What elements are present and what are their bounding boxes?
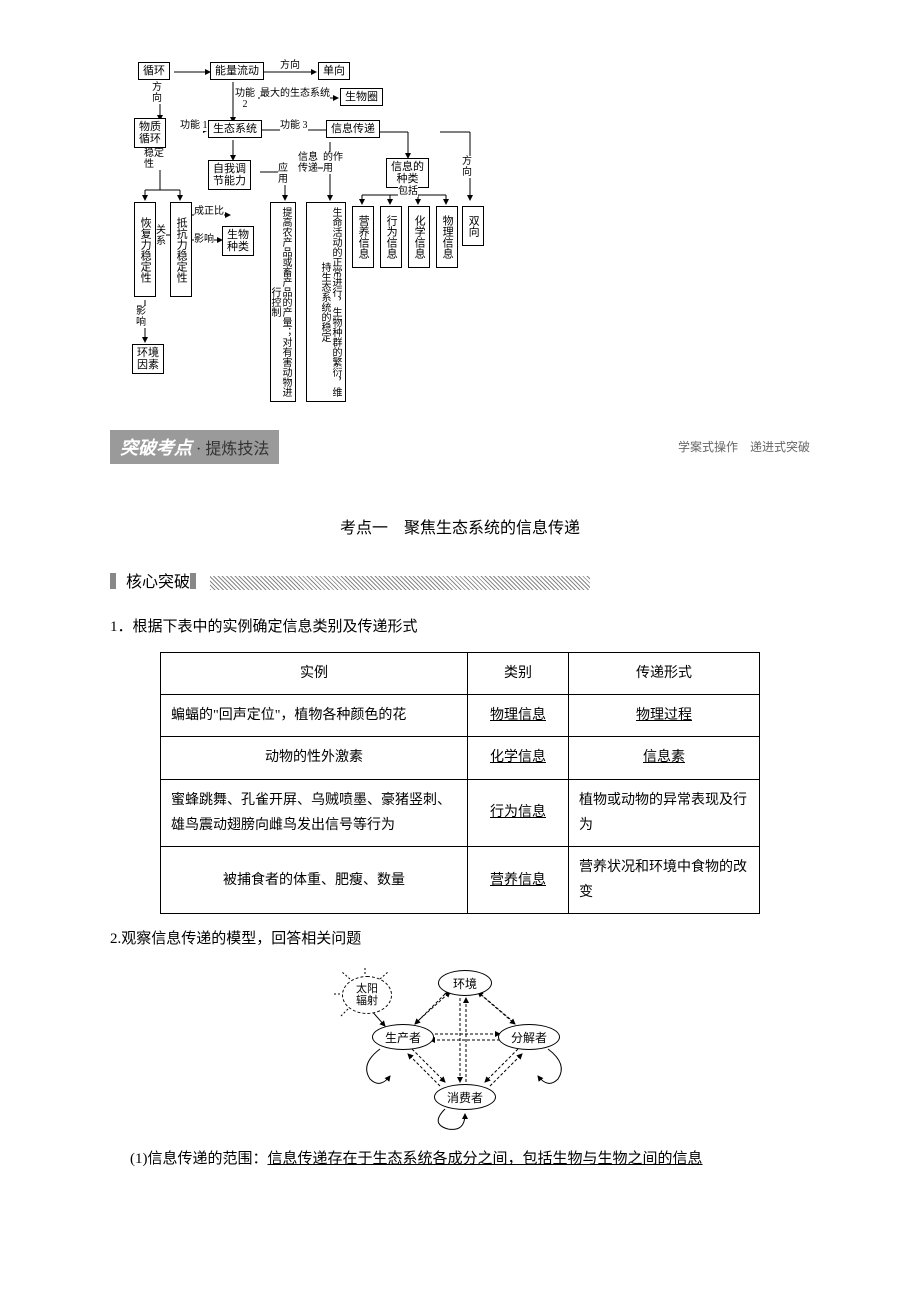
cell-example: 被捕食者的体重、肥瘦、数量	[161, 846, 468, 913]
table-row: 被捕食者的体重、肥瘦、数量 营养信息 营养状况和环境中食物的改变	[161, 846, 760, 913]
box-ziwo-tiaojie: 自我调 节能力	[208, 160, 251, 190]
lbl-guanxi: 关 系	[156, 225, 166, 247]
banner-light: 提炼技法	[205, 441, 269, 458]
question-1: (1)信息传递的范围：信息传递存在于生态系统各成分之间，包括生物与生物之间的信息	[110, 1144, 810, 1174]
cell-category: 行为信息	[490, 805, 546, 820]
cell-example: 蝙蝠的"回声定位"，植物各种颜色的花	[161, 695, 468, 737]
lbl-xinxi-chuandi-v: 信息 传递	[298, 152, 318, 174]
lbl-yingyong: 应 用	[278, 163, 288, 185]
box-xinxi-chuandi: 信息传递	[326, 120, 380, 138]
box-shengwuquan: 生物圈	[340, 88, 383, 106]
box-shengming: 生命活动的正常进行，生物种群的繁衍，维持生态系统的稳定	[306, 202, 346, 402]
item2-text: 2.观察信息传递的模型，回答相关问题	[110, 924, 810, 954]
lbl-gongneng2: 功能 2	[235, 88, 255, 110]
lbl-chengzhengbi: 成正比	[194, 206, 224, 217]
cell-example: 蜜蜂跳舞、孔雀开屏、乌贼喷墨、豪猪竖刺、雄鸟震动翅膀向雌鸟发出信号等行为	[161, 779, 468, 846]
box-xunhuan: 循环	[138, 62, 170, 80]
cell-form: 物理过程	[636, 708, 692, 723]
model-diagram: 太阳 辐射 环境 生产者 分解者 消费者	[330, 964, 590, 1134]
table-row: 蝙蝠的"回声定位"，植物各种颜色的花 物理信息 物理过程	[161, 695, 760, 737]
lbl-yingxiang2: 影 响	[136, 306, 146, 328]
box-yingyang-xinxi: 营养信息	[352, 206, 374, 268]
box-danxiang: 单向	[318, 62, 350, 80]
lbl-wendingxing: 稳定 性	[144, 148, 164, 170]
lbl-fangxiang2: 方 向	[152, 82, 162, 104]
concept-map-diagram: 循环 能量流动 单向 方向 生物圈 最大的生态系统 物质 循环 功能 1 生态系…	[130, 60, 530, 420]
table-header-row: 实例 类别 传递形式	[161, 653, 760, 695]
cell-category: 营养信息	[490, 873, 546, 888]
cell-category: 物理信息	[490, 708, 546, 723]
box-huaxue-xinxi: 化学信息	[408, 206, 430, 268]
q1-prefix: (1)信息传递的范围：	[130, 1151, 268, 1167]
cell-form: 信息素	[643, 750, 685, 765]
cell-form: 植物或动物的异常表现及行为	[569, 779, 760, 846]
lbl-gongneng1: 功能 1	[180, 120, 208, 131]
box-nengliang: 能量流动	[210, 62, 264, 80]
banner-dot: ·	[192, 441, 205, 458]
hexin-bar: ▍核心突破▍	[110, 568, 810, 592]
cell-category: 化学信息	[490, 750, 546, 765]
box-tigao: 提高农产品或畜产品的产量；对有害动物进行控制	[270, 202, 296, 402]
cell-form: 营养状况和环境中食物的改变	[569, 846, 760, 913]
th-example: 实例	[161, 653, 468, 695]
box-shuangxiang: 双向	[462, 206, 484, 246]
table-row: 动物的性外激素 化学信息 信息素	[161, 737, 760, 779]
lbl-fangxiang3: 方 向	[462, 156, 472, 178]
lbl-gongneng3: 功能 3	[280, 120, 308, 131]
q1-underline: 信息传递存在于生态系统各成分之间，包括生物与生物之间的信息	[268, 1151, 703, 1167]
box-wuli-xinxi: 物理信息	[436, 206, 458, 268]
box-wuzhi-xunhuan: 物质 循环	[134, 118, 166, 148]
lbl-yingxiang: 影响	[194, 234, 214, 245]
lbl-baokuo: 包括	[398, 186, 418, 197]
cell-example: 动物的性外激素	[161, 737, 468, 779]
hexin-label: 核心突破	[126, 574, 190, 591]
info-table: 实例 类别 传递形式 蝙蝠的"回声定位"，植物各种颜色的花 物理信息 物理过程 …	[160, 652, 760, 914]
th-category: 类别	[468, 653, 569, 695]
banner-right-text: 学案式操作 递进式突破	[678, 438, 810, 455]
lbl-zuida: 最大的生态系统	[260, 88, 330, 99]
lbl-fangxiang: 方向	[280, 60, 300, 71]
box-xingwei-xinxi: 行为信息	[380, 206, 402, 268]
kaodian-title: 考点一 聚焦生态系统的信息传递	[110, 514, 810, 538]
box-shengtai-xitong: 生态系统	[208, 120, 262, 138]
item1-text: 1．根据下表中的实例确定信息类别及传递形式	[110, 612, 810, 642]
table-row: 蜜蜂跳舞、孔雀开屏、乌贼喷墨、豪猪竖刺、雄鸟震动翅膀向雌鸟发出信号等行为 行为信…	[161, 779, 760, 846]
banner-bold: 突破考点	[120, 438, 192, 458]
th-form: 传递形式	[569, 653, 760, 695]
box-huifuli: 恢复力稳定性	[134, 202, 156, 297]
box-shengwu-zhonglei: 生物 种类	[222, 226, 254, 256]
box-dikangli: 抵抗力稳定性	[170, 202, 192, 297]
hatch-decor	[210, 576, 590, 590]
section-banner: 突破考点 · 提炼技法	[110, 430, 279, 464]
box-huanjing-yinsu: 环境 因素	[132, 344, 164, 374]
lbl-zuoyong: 的作 用	[323, 152, 343, 174]
box-xinxi-zhonglei: 信息的 种类	[386, 158, 429, 188]
